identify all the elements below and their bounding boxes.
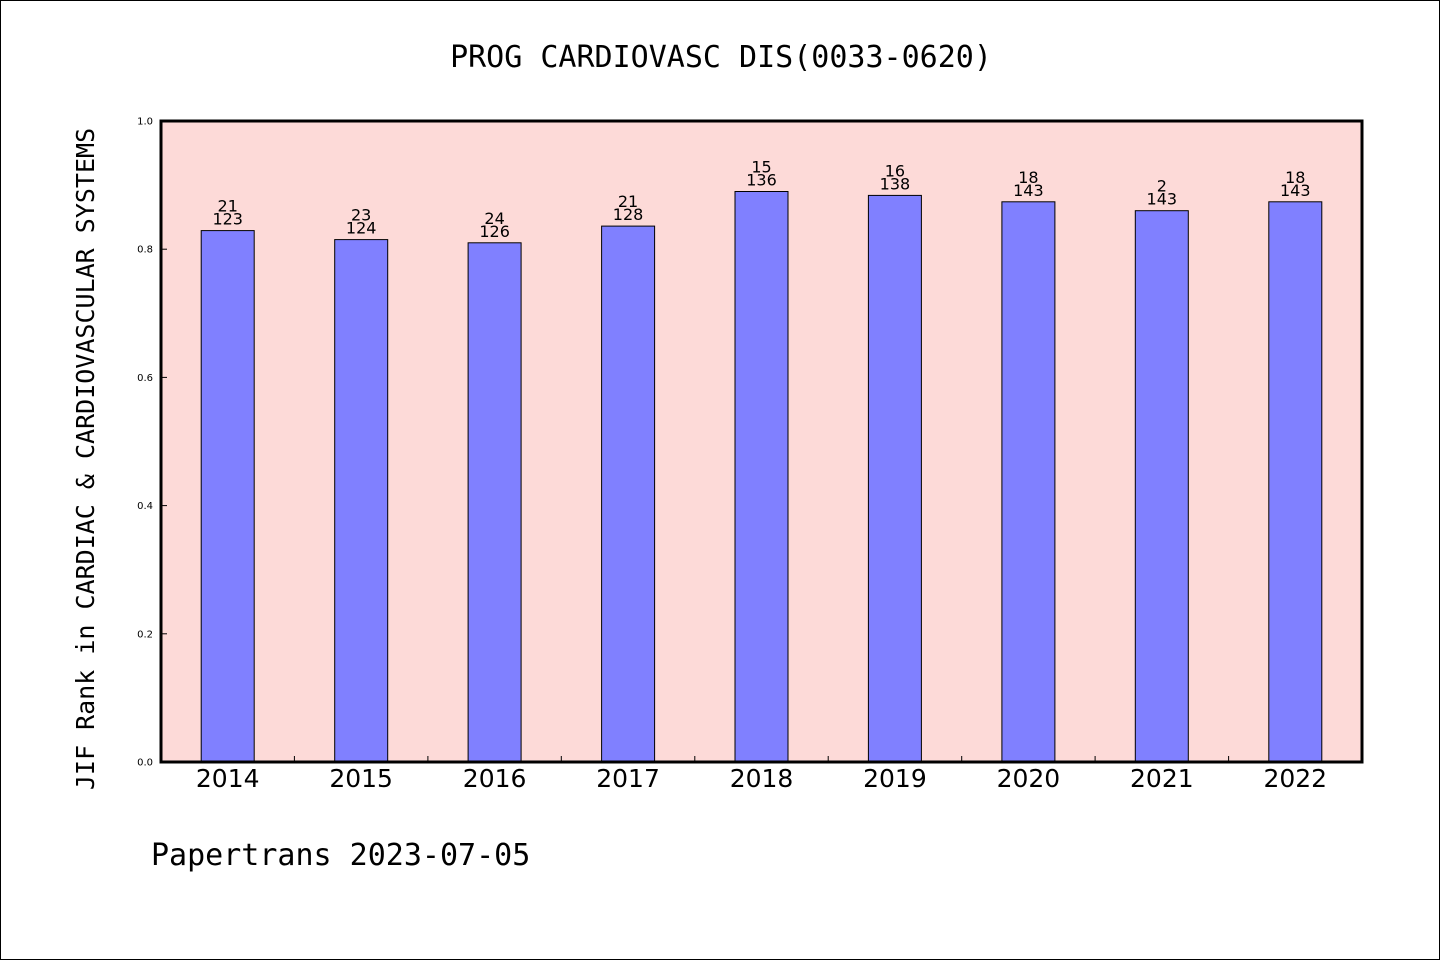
plot-border xyxy=(159,119,1364,764)
y-tick-label: 0.6 xyxy=(137,373,153,384)
y-tick-label: 0.4 xyxy=(137,501,153,512)
chart-title: PROG CARDIOVASC DIS(0033-0620) xyxy=(450,40,992,75)
y-tick-label: 1.0 xyxy=(137,117,153,128)
y-tick-label: 0.2 xyxy=(137,629,153,640)
bar-rank-label: 18 xyxy=(1018,168,1038,187)
bar xyxy=(1001,201,1056,763)
x-tick-label: 2017 xyxy=(596,764,660,793)
bar-rank-label: 23 xyxy=(351,206,371,225)
x-tick-label: 2020 xyxy=(997,764,1061,793)
bar-total-label: 143 xyxy=(1147,190,1178,209)
y-tick-label: 0.8 xyxy=(137,245,153,256)
bar-total-label: 126 xyxy=(479,222,510,241)
y-axis-label: JIF Rank in CARDIAC & CARDIOVASCULAR SYS… xyxy=(71,128,100,790)
bar-rank-label: 21 xyxy=(618,192,638,211)
bar-rank-label: 15 xyxy=(751,158,771,177)
bar-total-label: 128 xyxy=(613,205,644,224)
bar-rank-label: 16 xyxy=(885,161,905,180)
y-tick-label: 0.0 xyxy=(137,758,153,769)
bar xyxy=(601,225,656,763)
bar xyxy=(734,191,789,763)
x-axis: 2014 2015 2016 2017 2018 2019 2020 2021 2022 xyxy=(196,756,1327,793)
bar-total-label: 124 xyxy=(346,219,377,238)
bar xyxy=(200,230,255,763)
bar-total-label: 123 xyxy=(212,210,243,229)
x-tick-label: 2018 xyxy=(730,764,794,793)
x-tick-label: 2021 xyxy=(1130,764,1194,793)
x-tick-label: 2022 xyxy=(1263,764,1327,793)
x-tick-label: 2016 xyxy=(463,764,527,793)
bar-total-label: 138 xyxy=(880,174,911,193)
x-tick-label: 2019 xyxy=(863,764,927,793)
bar-rank-label: 2 xyxy=(1157,177,1167,196)
bar xyxy=(1134,210,1189,763)
bar-total-label: 143 xyxy=(1280,181,1311,200)
footer-text: Papertrans 2023-07-05 xyxy=(151,838,530,873)
bar xyxy=(467,242,522,763)
bar xyxy=(334,239,389,763)
bar-rank-label: 18 xyxy=(1285,168,1305,187)
x-tick-label: 2014 xyxy=(196,764,260,793)
bar-rank-label: 24 xyxy=(484,209,504,228)
x-tick-label: 2015 xyxy=(329,764,393,793)
bar-total-label: 143 xyxy=(1013,181,1044,200)
bar xyxy=(867,194,922,763)
bar-total-label: 136 xyxy=(746,171,777,190)
bar-rank-label: 21 xyxy=(218,197,238,216)
bar xyxy=(1268,201,1323,763)
